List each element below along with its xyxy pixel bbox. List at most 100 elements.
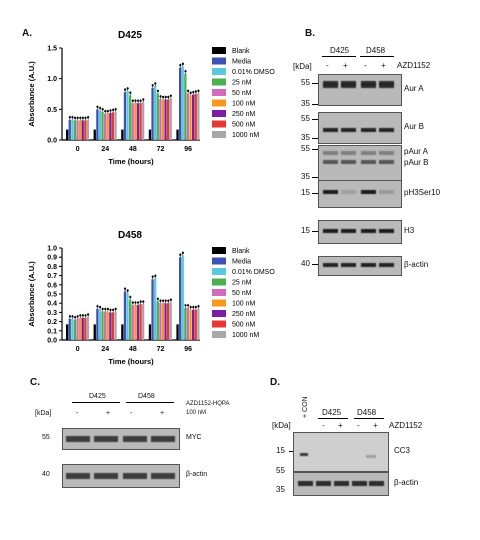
- bar-blank: [121, 324, 124, 340]
- error-marker: [162, 95, 165, 99]
- bar-1000-nm: [86, 119, 90, 140]
- error-marker: [192, 306, 195, 309]
- bar-25-nm: [156, 93, 159, 140]
- bar-1000-nm: [197, 308, 200, 340]
- kda-marker: 35: [276, 485, 285, 494]
- bar-1000-nm: [169, 98, 172, 140]
- error-marker: [169, 94, 172, 97]
- legend-label: Blank: [232, 248, 250, 255]
- group-label: D458: [138, 393, 155, 400]
- bar-0-01-dmso: [71, 318, 74, 340]
- error-marker: [167, 299, 170, 302]
- blot-row-label: CC3: [394, 446, 411, 455]
- error-marker: [167, 95, 170, 99]
- error-marker: [74, 316, 77, 319]
- x-tick-label: 96: [184, 146, 192, 153]
- y-tick-label: 0.8: [47, 264, 57, 271]
- bar-500-nm: [139, 304, 142, 340]
- bar-50-nm: [159, 98, 162, 140]
- kda-marker: 55: [276, 466, 285, 475]
- legend-swatch: [212, 57, 226, 65]
- bar-0-01-dmso: [181, 255, 184, 340]
- kda-marker: 35: [301, 99, 310, 108]
- legend-swatch: [212, 299, 226, 307]
- bar-0-01-dmso: [181, 66, 184, 140]
- protein-band: [323, 81, 338, 85]
- bar-blank: [148, 129, 152, 140]
- error-marker: [181, 62, 184, 65]
- bar-100-nm: [161, 99, 165, 140]
- blot-row-label: pAur A: [404, 147, 429, 156]
- protein-band: [361, 160, 376, 164]
- error-marker: [129, 91, 132, 94]
- protein-band: [323, 151, 338, 155]
- bar-media: [96, 308, 99, 340]
- treatment-sign: -: [322, 421, 325, 430]
- bar-0-01-dmso: [71, 119, 74, 140]
- error-marker: [106, 307, 109, 311]
- bar-blank: [121, 129, 124, 140]
- protein-band: [361, 229, 376, 233]
- blot-strip: [293, 432, 389, 472]
- blot-strip: [318, 220, 402, 244]
- protein-band: [379, 151, 394, 155]
- y-tick-label: 0.0: [47, 138, 57, 145]
- bar-100-nm: [79, 120, 82, 140]
- protein-band: [361, 263, 376, 267]
- group-label: D425: [322, 408, 342, 417]
- panel-label-b: B.: [305, 28, 315, 39]
- protein-band: [66, 436, 90, 442]
- bar-250-nm: [81, 120, 84, 140]
- protein-band: [361, 128, 376, 132]
- legend-label: 1000 nM: [232, 332, 259, 339]
- legend-label: Media: [232, 259, 251, 266]
- y-tick-label: 0.5: [47, 107, 57, 114]
- error-marker: [187, 304, 190, 307]
- legend-swatch: [212, 120, 226, 128]
- blot-strip: [293, 472, 389, 496]
- error-marker: [96, 305, 99, 308]
- protein-band: [94, 436, 118, 442]
- control-label: + CON: [302, 396, 309, 418]
- chart-d425: D425 0.0 0.5 1.0 1.5 Absorbance (A.U.) Time (h…: [27, 30, 275, 166]
- treatment-dose: 100 nM: [186, 410, 207, 416]
- bar-50-nm: [159, 303, 162, 340]
- error-marker: [139, 300, 142, 303]
- error-marker: [184, 70, 187, 73]
- kda-unit: [kDa]: [293, 62, 312, 71]
- kda-marker: 55: [301, 144, 310, 153]
- kda-marker: 15: [276, 446, 285, 455]
- bar-25-nm: [129, 95, 132, 140]
- blot-row-label: MYC: [186, 434, 202, 441]
- bar-25-nm: [156, 301, 159, 340]
- error-marker: [84, 314, 87, 317]
- bar-blank: [93, 324, 96, 340]
- blot-strip: [318, 112, 402, 144]
- kda-marker: 55: [301, 114, 310, 123]
- legend-swatch: [212, 268, 226, 275]
- error-marker: [151, 275, 154, 278]
- bar-media: [123, 92, 127, 140]
- error-marker: [79, 116, 82, 119]
- protein-band: [379, 263, 394, 267]
- y-tick-label: 0.9: [47, 255, 57, 262]
- bar-25-nm: [129, 299, 132, 340]
- legend-swatch: [212, 78, 226, 86]
- marker-tick: [289, 451, 293, 452]
- bar-0-01-dmso: [98, 309, 102, 340]
- marker-tick: [312, 193, 318, 194]
- bar-25-nm: [184, 307, 187, 340]
- error-marker: [81, 116, 84, 119]
- legend-label: 50 nM: [232, 290, 252, 297]
- error-marker: [194, 306, 197, 309]
- error-marker: [154, 82, 157, 85]
- protein-band: [379, 229, 394, 233]
- legend-label: 500 nM: [232, 322, 256, 329]
- bar-media: [96, 109, 99, 140]
- protein-band: [361, 81, 376, 85]
- error-marker: [131, 301, 134, 304]
- treatment-label: AZD1152-HQPA: [186, 401, 230, 407]
- bar-50-nm: [186, 307, 190, 340]
- error-marker: [139, 99, 142, 102]
- bar-0-01-dmso: [126, 293, 129, 340]
